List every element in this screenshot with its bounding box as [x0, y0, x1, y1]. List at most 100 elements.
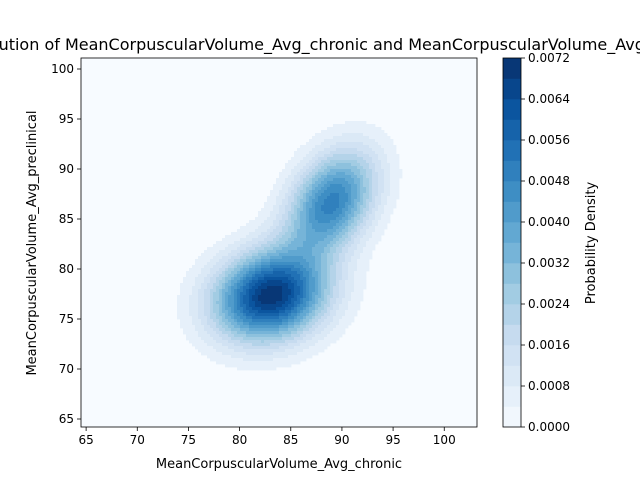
contour-cell	[339, 208, 343, 212]
contour-cell	[207, 262, 211, 266]
contour-cell	[285, 298, 289, 302]
contour-cell	[264, 355, 268, 359]
contour-cell	[258, 343, 262, 347]
contour-cell	[285, 325, 289, 329]
contour-cell	[180, 289, 184, 293]
contour-cell	[261, 310, 265, 314]
contour-cell	[339, 235, 343, 239]
contour-cell	[303, 337, 307, 341]
contour-cell	[216, 358, 220, 362]
contour-cell	[249, 331, 253, 335]
contour-cell	[336, 226, 340, 230]
contour-cell	[333, 295, 337, 299]
contour-cell	[249, 283, 253, 287]
contour-cell	[195, 259, 199, 263]
contour-cell	[342, 307, 346, 311]
contour-cell	[240, 358, 244, 362]
contour-cell	[327, 289, 331, 293]
contour-cell	[261, 307, 265, 311]
contour-cell	[333, 187, 337, 191]
contour-cell	[381, 202, 385, 206]
contour-cell	[306, 256, 310, 260]
contour-cell	[327, 325, 331, 329]
contour-cell	[291, 169, 295, 173]
contour-cell	[351, 259, 355, 263]
contour-cell	[381, 217, 385, 221]
contour-cell	[276, 310, 280, 314]
contour-cell	[327, 175, 331, 179]
contour-cell	[261, 313, 265, 317]
y-tick-label: 95	[59, 112, 74, 126]
colorbar-band	[503, 58, 521, 79]
contour-cell	[261, 322, 265, 326]
contour-cell	[282, 229, 286, 233]
contour-cell	[294, 217, 298, 221]
contour-cell	[189, 268, 193, 272]
contour-cell	[264, 202, 268, 206]
contour-cell	[342, 217, 346, 221]
contour-cell	[270, 301, 274, 305]
contour-cell	[225, 259, 229, 263]
contour-cell	[348, 262, 352, 266]
contour-cell	[246, 331, 250, 335]
contour-cell	[258, 250, 262, 254]
contour-cell	[222, 271, 226, 275]
contour-cell	[237, 271, 241, 275]
contour-cell	[303, 196, 307, 200]
contour-cell	[348, 184, 352, 188]
contour-cell	[216, 319, 220, 323]
contour-cell	[348, 244, 352, 248]
contour-cell	[234, 343, 238, 347]
colorbar-tick-label: 0.0056	[528, 133, 570, 147]
contour-cell	[363, 163, 367, 167]
contour-cell	[345, 268, 349, 272]
contour-cell	[288, 295, 292, 299]
contour-cell	[249, 361, 253, 365]
contour-cell	[273, 322, 277, 326]
contour-cell	[345, 217, 349, 221]
contour-cell	[225, 364, 229, 368]
contour-cell	[246, 301, 250, 305]
contour-cell	[309, 172, 313, 176]
contour-cell	[396, 193, 400, 197]
contour-cell	[276, 364, 280, 368]
contour-cell	[372, 148, 376, 152]
contour-cell	[285, 331, 289, 335]
contour-cell	[291, 358, 295, 362]
contour-cell	[351, 247, 355, 251]
contour-cell	[300, 283, 304, 287]
contour-cell	[381, 211, 385, 215]
contour-cell	[246, 271, 250, 275]
contour-cell	[354, 133, 358, 137]
contour-cell	[345, 283, 349, 287]
contour-cell	[291, 202, 295, 206]
contour-cell	[234, 277, 238, 281]
contour-cell	[387, 160, 391, 164]
contour-cell	[336, 289, 340, 293]
contour-cell	[264, 241, 268, 245]
contour-cell	[270, 196, 274, 200]
contour-cell	[360, 232, 364, 236]
contour-cell	[231, 361, 235, 365]
contour-cell	[180, 292, 184, 296]
contour-cell	[309, 355, 313, 359]
contour-cell	[336, 280, 340, 284]
contour-cell	[246, 349, 250, 353]
contour-cell	[216, 349, 220, 353]
contour-cell	[303, 310, 307, 314]
contour-cell	[285, 316, 289, 320]
contour-cell	[324, 319, 328, 323]
contour-cell	[330, 193, 334, 197]
contour-cell	[381, 208, 385, 212]
contour-cell	[177, 298, 181, 302]
contour-cell	[273, 286, 277, 290]
contour-cell	[339, 250, 343, 254]
contour-cell	[258, 304, 262, 308]
contour-cell	[315, 280, 319, 284]
contour-cell	[372, 190, 376, 194]
contour-cell	[273, 307, 277, 311]
contour-cell	[255, 274, 259, 278]
contour-cell	[270, 364, 274, 368]
contour-cell	[360, 211, 364, 215]
contour-cell	[192, 295, 196, 299]
